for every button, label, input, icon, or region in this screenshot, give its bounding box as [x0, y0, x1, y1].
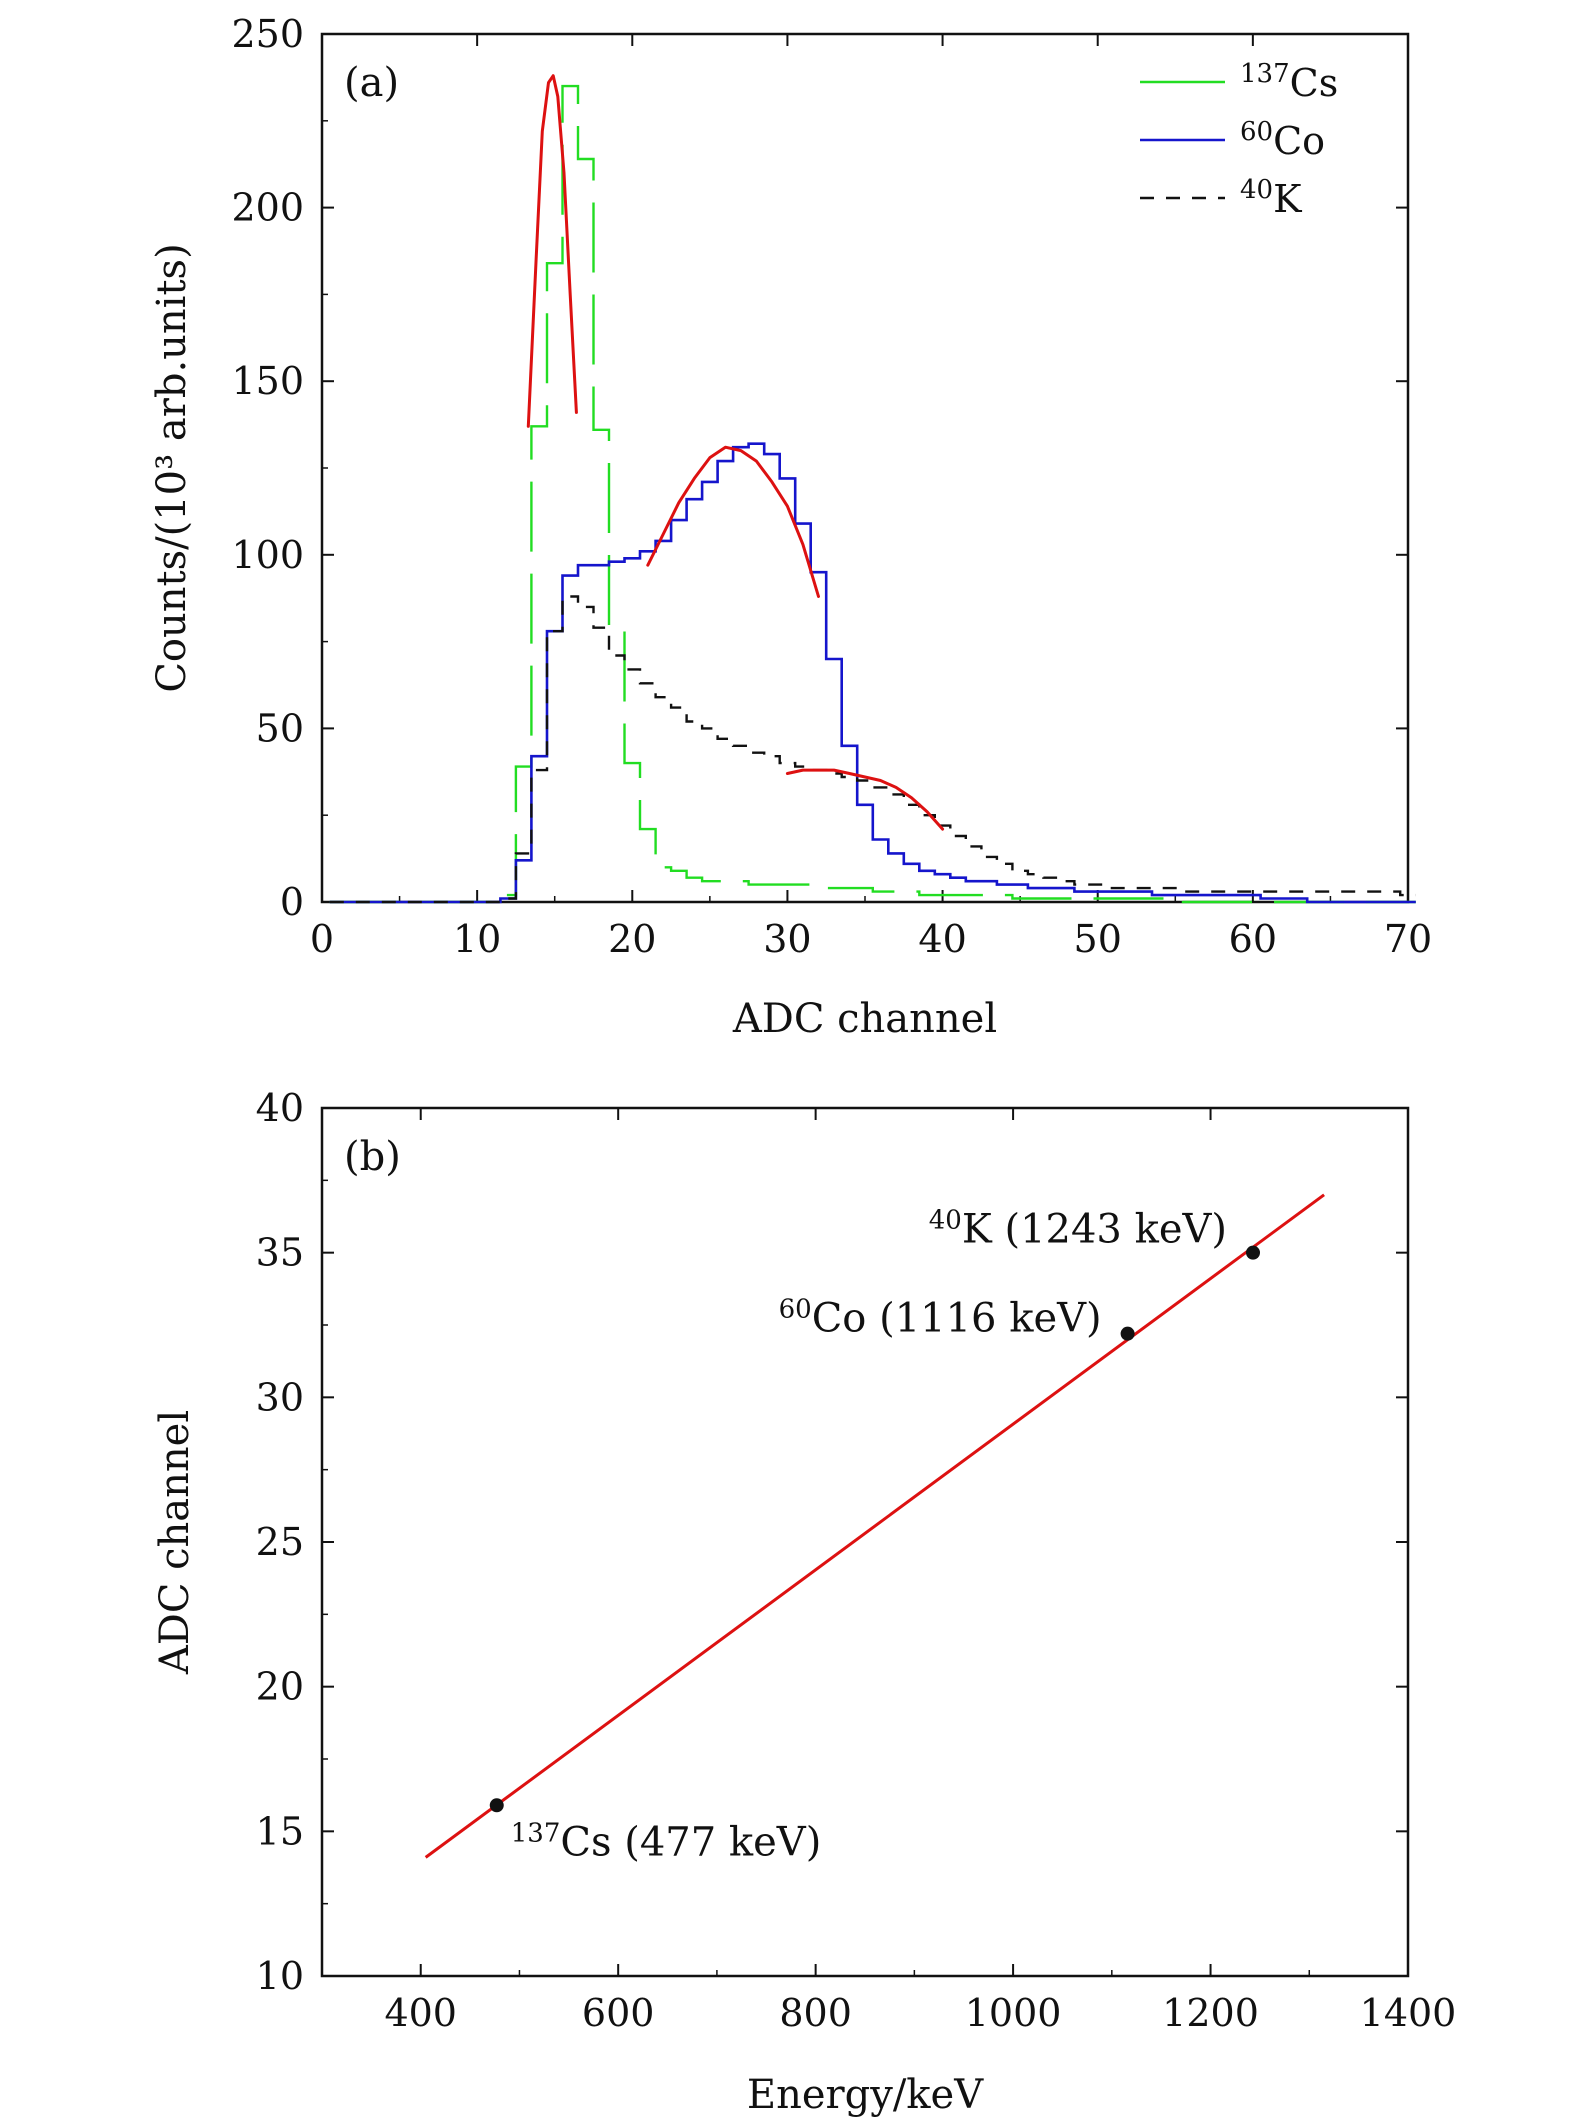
panel-b-calibration: 400 600 800 1000 1200 1400 10 15 20 25 30 35 40 137…: [152, 1086, 1456, 2118]
panel-b-points: 137Cs (477 keV) 60Co (1116 keV) 40K (1243 …: [489, 1206, 1260, 1865]
x-tick-label: 50: [1074, 917, 1122, 961]
panel-a-label: (a): [344, 60, 399, 106]
data-point: [489, 1798, 504, 1813]
x-tick-label: 30: [763, 917, 811, 961]
y-tick-label: 250: [231, 12, 304, 56]
y-tick-label: 150: [231, 359, 304, 403]
y-tick-label: 20: [256, 1665, 304, 1709]
panel-a-spectrum: 0 10 20 30 40 50 60 70 0 50 100 150 200 250 (a) ADC …: [149, 12, 1432, 1042]
y-tick-label: 15: [256, 1809, 304, 1853]
legend-entry: 60Co: [1240, 117, 1325, 163]
x-tick-label: 1200: [1162, 1991, 1259, 2035]
panel-b-x-axis-label: Energy/keV: [747, 2072, 984, 2118]
x-tick-label: 40: [918, 917, 966, 961]
panel-b-x-ticks: 400 600 800 1000 1200 1400: [321, 1108, 1457, 2035]
x-tick-label: 10: [453, 917, 501, 961]
fit-curve-3: [785, 768, 945, 831]
point-annotation: 137Cs (477 keV): [511, 1818, 822, 1865]
panel-b-label: (b): [344, 1134, 401, 1180]
panel-b-y-ticks: 10 15 20 25 30 35 40: [256, 1086, 1408, 1998]
series-60co-line: [329, 442, 1416, 904]
data-point: [1120, 1326, 1135, 1341]
x-tick-label: 1400: [1360, 1991, 1457, 2035]
y-tick-label: 25: [256, 1520, 304, 1564]
y-tick-label: 100: [231, 533, 304, 577]
legend-entry: 40K: [1240, 175, 1302, 221]
fit-curve-1: [526, 74, 578, 428]
fit-line: [424, 1193, 1325, 1859]
series-40k-line: [329, 595, 1416, 904]
point-annotation: 40K (1243 keV): [929, 1206, 1227, 1253]
x-tick-label: 1000: [965, 1991, 1062, 2035]
x-tick-label: 60: [1229, 917, 1277, 961]
y-tick-label: 200: [231, 186, 304, 230]
fit-curve-2: [646, 445, 820, 598]
panel-a-x-axis-label: ADC channel: [732, 996, 997, 1042]
panel-a-fits: [526, 74, 945, 831]
x-tick-label: 600: [582, 1991, 655, 2035]
panel-a-frame: [320, 32, 1410, 904]
x-tick-label: 0: [310, 917, 334, 961]
y-tick-label: 50: [256, 706, 304, 750]
legend-entry: 137Cs: [1240, 59, 1338, 105]
x-tick-label: 400: [384, 1991, 457, 2035]
panel-a-legend: 137Cs 60Co 40K: [1140, 59, 1338, 221]
x-tick-label: 70: [1384, 917, 1432, 961]
panel-a-x-ticks: 0 10 20 30 40 50 60 70: [310, 34, 1432, 961]
panel-a-series: [329, 84, 1416, 904]
panel-b-y-axis-label: ADC channel: [152, 1410, 198, 1675]
panel-b-frame: [320, 1106, 1410, 1978]
y-tick-label: 35: [256, 1231, 304, 1275]
panel-a-y-ticks: 0 50 100 150 200 250: [231, 12, 1408, 924]
y-tick-label: 40: [256, 1086, 304, 1130]
y-tick-label: 10: [256, 1954, 304, 1998]
y-tick-label: 0: [280, 880, 304, 924]
x-tick-label: 800: [779, 1991, 852, 2035]
y-tick-label: 30: [256, 1375, 304, 1419]
data-point: [1245, 1245, 1260, 1260]
point-annotation: 60Co (1116 keV): [779, 1295, 1102, 1342]
x-tick-label: 20: [608, 917, 656, 961]
panel-a-y-axis-label: Counts/(10³ arb.units): [149, 243, 195, 692]
panel-b-fit: [424, 1193, 1325, 1859]
